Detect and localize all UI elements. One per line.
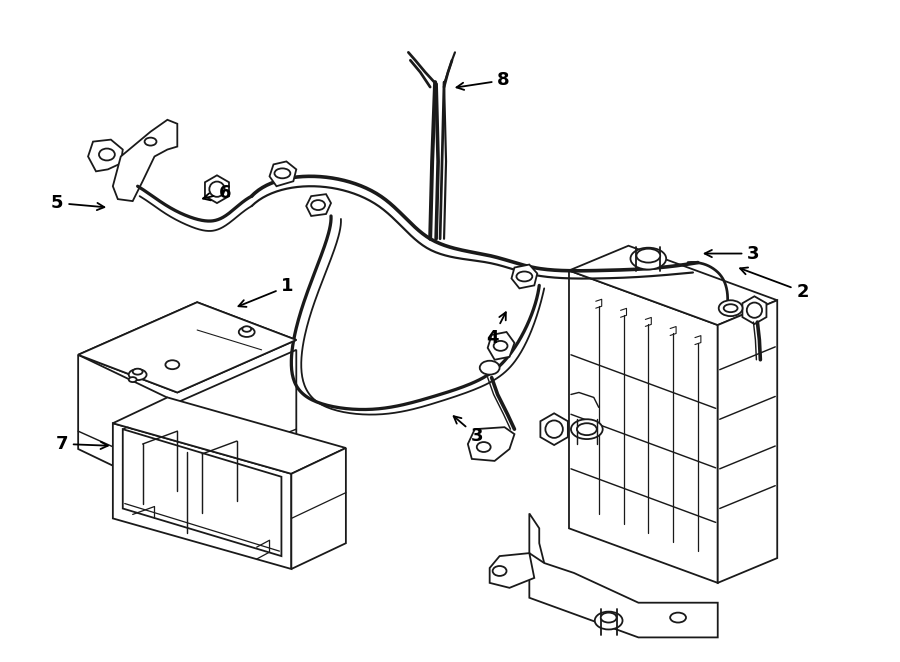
Ellipse shape: [517, 271, 532, 281]
Polygon shape: [88, 140, 122, 171]
Ellipse shape: [311, 200, 325, 210]
Polygon shape: [122, 429, 282, 556]
Polygon shape: [540, 413, 568, 445]
Polygon shape: [306, 194, 331, 216]
Ellipse shape: [129, 377, 137, 382]
Ellipse shape: [274, 168, 291, 178]
Polygon shape: [78, 303, 296, 393]
Text: 6: 6: [203, 184, 231, 202]
Ellipse shape: [132, 369, 142, 375]
Ellipse shape: [595, 612, 623, 630]
Polygon shape: [112, 423, 292, 569]
Polygon shape: [292, 448, 346, 569]
Ellipse shape: [480, 361, 500, 375]
Ellipse shape: [129, 369, 147, 380]
Ellipse shape: [577, 423, 597, 435]
Ellipse shape: [242, 326, 251, 332]
Ellipse shape: [493, 341, 508, 351]
Polygon shape: [177, 350, 296, 496]
Polygon shape: [717, 301, 778, 583]
Ellipse shape: [747, 303, 762, 318]
Polygon shape: [569, 246, 778, 325]
Ellipse shape: [636, 249, 661, 263]
Polygon shape: [78, 303, 296, 393]
Ellipse shape: [670, 612, 686, 622]
Ellipse shape: [600, 612, 617, 622]
Ellipse shape: [210, 181, 225, 197]
Text: 3: 3: [454, 416, 483, 445]
Text: 7: 7: [56, 435, 108, 453]
Text: 4: 4: [487, 312, 506, 347]
Polygon shape: [569, 271, 717, 583]
Ellipse shape: [719, 301, 742, 316]
Text: 2: 2: [740, 267, 809, 301]
Polygon shape: [488, 332, 515, 359]
Polygon shape: [742, 297, 767, 324]
Polygon shape: [78, 355, 177, 496]
Ellipse shape: [238, 327, 255, 337]
Polygon shape: [205, 175, 229, 203]
Ellipse shape: [145, 138, 157, 146]
Ellipse shape: [477, 442, 490, 452]
Polygon shape: [511, 265, 537, 289]
Polygon shape: [269, 162, 296, 186]
Ellipse shape: [99, 148, 115, 160]
Text: 5: 5: [51, 194, 104, 212]
Polygon shape: [112, 120, 177, 201]
Polygon shape: [490, 553, 535, 588]
Ellipse shape: [631, 248, 666, 269]
Ellipse shape: [166, 360, 179, 369]
Text: 8: 8: [456, 71, 510, 90]
Ellipse shape: [492, 566, 507, 576]
Polygon shape: [112, 397, 346, 474]
Text: 1: 1: [238, 277, 293, 307]
Text: 3: 3: [705, 244, 760, 263]
Ellipse shape: [724, 305, 738, 312]
Polygon shape: [529, 553, 717, 638]
Polygon shape: [468, 427, 515, 461]
Ellipse shape: [545, 420, 562, 438]
Polygon shape: [529, 514, 544, 578]
Ellipse shape: [571, 419, 603, 439]
